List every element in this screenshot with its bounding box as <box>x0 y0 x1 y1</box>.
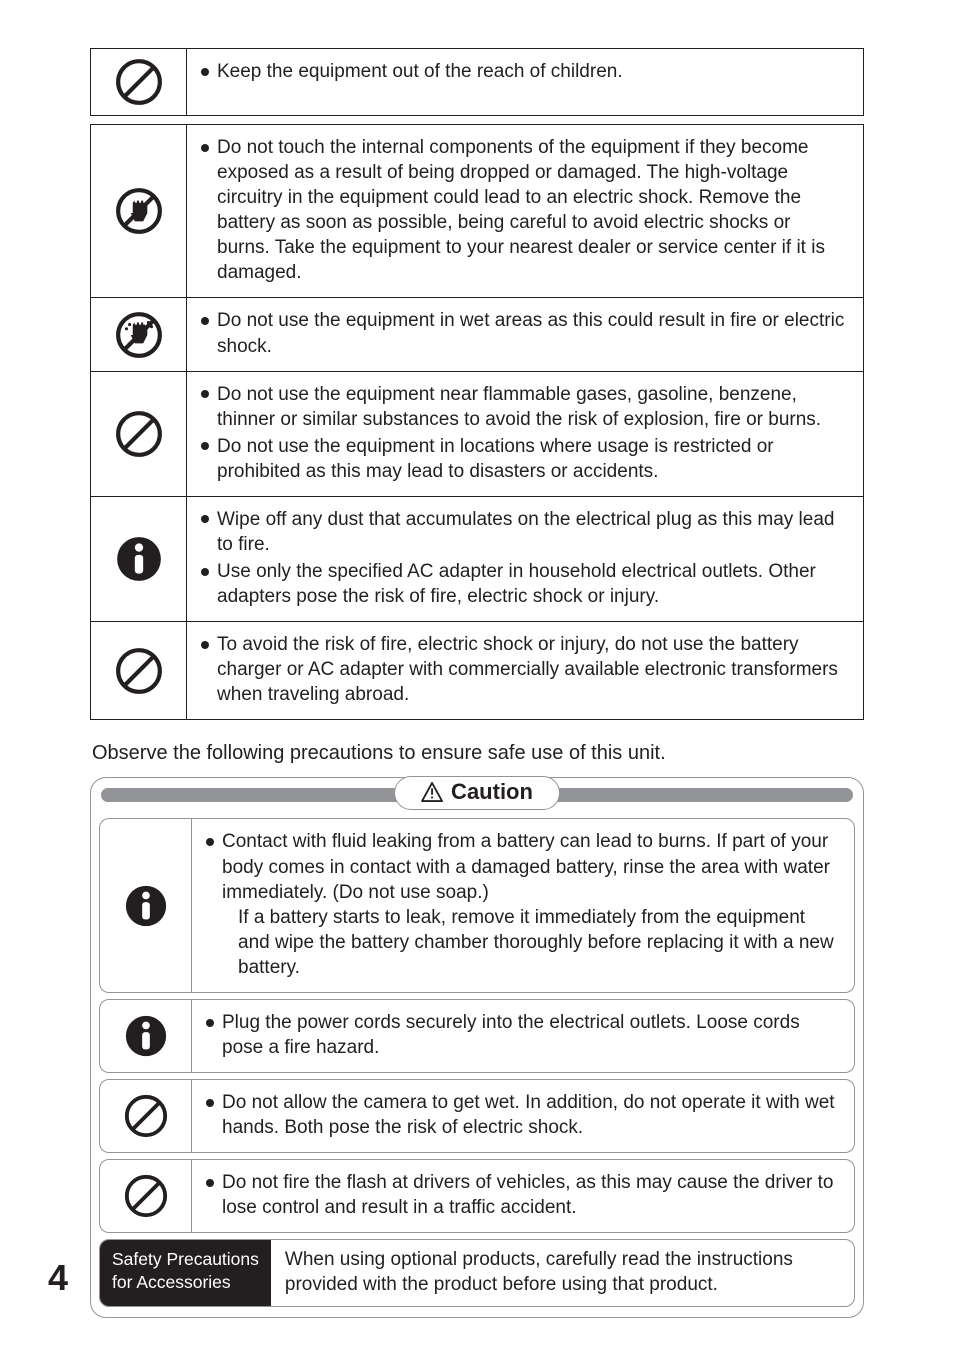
mandatory-icon <box>91 497 187 621</box>
caution-group: Caution Contact with fluid leaking from … <box>90 777 864 1317</box>
prohibit-icon <box>99 1079 191 1153</box>
warning-item: To avoid the risk of fire, electric shoc… <box>201 632 847 707</box>
caution-intro: Observe the following precautions to ens… <box>92 742 864 765</box>
caution-label: Caution <box>451 779 533 805</box>
warning-item: Keep the equipment out of the reach of c… <box>201 59 847 84</box>
prohibit-icon <box>91 49 187 115</box>
caution-row: Do not allow the camera to get wet. In a… <box>99 1079 855 1153</box>
caution-text: Do not fire the flash at drivers of vehi… <box>191 1159 855 1233</box>
no-touch-icon <box>91 125 187 297</box>
mandatory-icon <box>99 999 191 1073</box>
caution-row: Contact with fluid leaking from a batter… <box>99 818 855 992</box>
caution-item: Do not allow the camera to get wet. In a… <box>206 1090 840 1140</box>
warning-item: Wipe off any dust that accumulates on th… <box>201 507 847 557</box>
caution-item: Plug the power cords securely into the e… <box>206 1010 840 1060</box>
accessories-row: Safety Precautions for Accessories When … <box>99 1239 855 1306</box>
warning-item: Do not use the equipment in locations wh… <box>201 434 847 484</box>
prohibit-icon <box>91 622 187 719</box>
accessories-label-line2: for Accessories <box>112 1272 231 1292</box>
warning-text: Keep the equipment out of the reach of c… <box>187 49 863 115</box>
warning-row: Do not touch the internal components of … <box>90 124 864 298</box>
warning-text: To avoid the risk of fire, electric shoc… <box>187 622 863 719</box>
warning-row: Do not use the equipment in wet areas as… <box>90 298 864 371</box>
accessories-label-line1: Safety Precautions <box>112 1249 259 1269</box>
caution-badge: Caution <box>394 776 560 810</box>
accessories-label: Safety Precautions for Accessories <box>100 1240 271 1305</box>
warning-row: Do not use the equipment near flammable … <box>90 372 864 497</box>
warning-row: Keep the equipment out of the reach of c… <box>90 48 864 116</box>
caution-triangle-icon <box>421 782 443 802</box>
caution-text: Plug the power cords securely into the e… <box>191 999 855 1073</box>
warning-text: Do not use the equipment near flammable … <box>187 372 863 496</box>
warning-text: Do not use the equipment in wet areas as… <box>187 298 863 370</box>
warning-item: Do not use the equipment in wet areas as… <box>201 308 847 358</box>
no-wet-icon <box>91 298 187 370</box>
prohibit-icon <box>91 372 187 496</box>
caution-text: Contact with fluid leaking from a batter… <box>191 818 855 992</box>
caution-text: Do not allow the camera to get wet. In a… <box>191 1079 855 1153</box>
prohibit-icon <box>99 1159 191 1233</box>
page-number: 4 <box>48 1257 68 1299</box>
caution-row: Plug the power cords securely into the e… <box>99 999 855 1073</box>
mandatory-icon <box>99 818 191 992</box>
warning-item: Do not use the equipment near flammable … <box>201 382 847 432</box>
warning-text: Wipe off any dust that accumulates on th… <box>187 497 863 621</box>
accessories-text: When using optional products, carefully … <box>271 1240 854 1305</box>
caution-row: Do not fire the flash at drivers of vehi… <box>99 1159 855 1233</box>
warning-text: Do not touch the internal components of … <box>187 125 863 297</box>
warning-table: Keep the equipment out of the reach of c… <box>90 48 864 720</box>
warning-row: Wipe off any dust that accumulates on th… <box>90 497 864 622</box>
warning-item: Do not touch the internal components of … <box>201 135 847 285</box>
warning-item: Use only the specified AC adapter in hou… <box>201 559 847 609</box>
warning-row: To avoid the risk of fire, electric shoc… <box>90 622 864 720</box>
caution-item: Do not fire the flash at drivers of vehi… <box>206 1170 840 1220</box>
caution-item: Contact with fluid leaking from a batter… <box>206 829 840 979</box>
